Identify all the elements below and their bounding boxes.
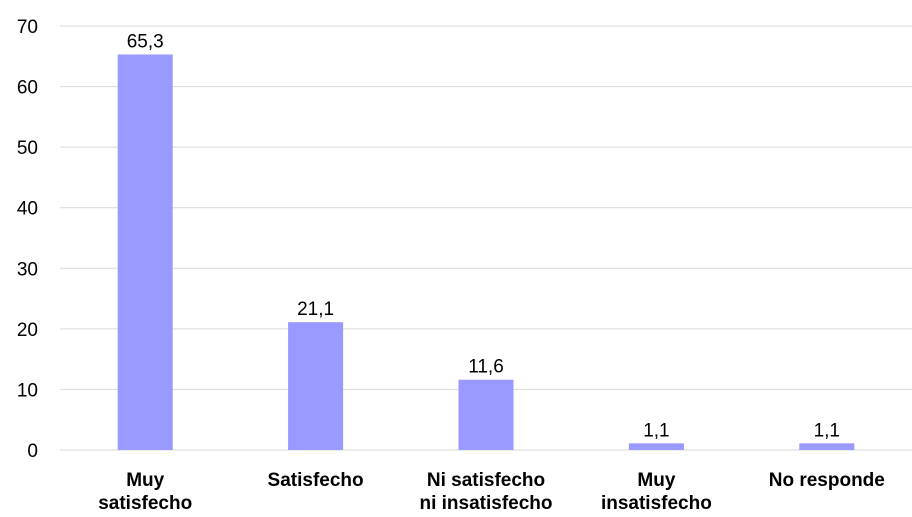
x-tick-label: Muy — [126, 470, 164, 491]
bar — [799, 443, 855, 450]
data-label: 11,6 — [468, 357, 504, 378]
gridlines — [60, 25, 912, 451]
x-tick-label: Muy — [637, 470, 675, 491]
data-label: 21,1 — [297, 299, 334, 320]
x-tick-label: satisfecho — [98, 493, 192, 514]
y-tick-label: 10 — [17, 380, 38, 401]
x-tick-label: ni insatisfecho — [419, 493, 552, 514]
data-labels: 65,3 21,1 11,6 1,1 1,1 — [127, 31, 840, 441]
x-tick-label: No responde — [769, 470, 885, 491]
bars — [117, 54, 855, 451]
y-tick-label: 0 — [27, 441, 38, 462]
bar — [117, 54, 173, 451]
bar — [628, 443, 684, 450]
y-axis-ticks: 0 10 20 30 40 50 60 70 — [17, 17, 38, 462]
y-tick-label: 60 — [17, 78, 38, 99]
bar — [288, 322, 344, 450]
data-label: 1,1 — [643, 420, 669, 441]
y-tick-label: 20 — [17, 320, 38, 341]
x-tick-label: Ni satisfecho — [427, 470, 545, 491]
data-label: 65,3 — [127, 31, 164, 52]
y-tick-label: 50 — [17, 138, 38, 159]
y-tick-label: 40 — [17, 199, 38, 220]
data-label: 1,1 — [814, 420, 840, 441]
x-tick-label: insatisfecho — [601, 493, 712, 514]
y-tick-label: 30 — [17, 259, 38, 280]
x-tick-label: Satisfecho — [268, 470, 364, 491]
bar — [458, 379, 514, 450]
y-tick-label: 70 — [17, 17, 38, 38]
